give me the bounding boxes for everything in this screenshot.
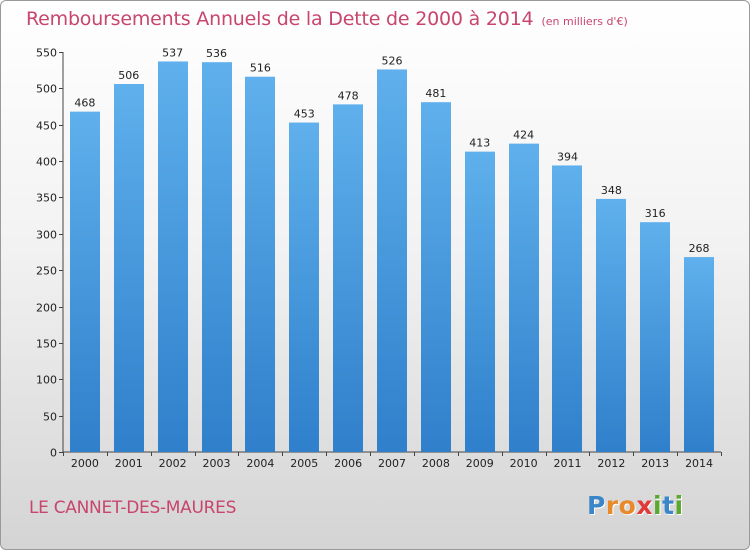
bar-value-label: 516	[250, 62, 271, 75]
bar	[509, 143, 539, 453]
y-tick-label: 0	[50, 447, 57, 460]
data-labels: 468 506 537 536 516 453 478 526 481 413 424 394 348 3…	[74, 46, 709, 255]
chart-title-row: Remboursements Annuels de la Dette de 20…	[26, 8, 628, 30]
x-tick-label: 2009	[466, 457, 494, 470]
y-tick-label: 100	[36, 374, 57, 387]
bars	[70, 61, 714, 453]
x-tick-label: 2012	[597, 457, 625, 470]
logo-letter: i	[653, 491, 663, 520]
bar	[640, 222, 670, 452]
bar-value-label: 506	[118, 69, 139, 82]
bar-value-label: 413	[469, 137, 490, 150]
bar-value-label: 536	[206, 47, 227, 60]
logo-letter: r	[605, 491, 619, 520]
logo-letter: t	[662, 491, 675, 520]
bar	[289, 122, 319, 452]
bar-value-label: 394	[557, 150, 578, 163]
x-tick-label: 2004	[246, 457, 274, 470]
bar	[377, 69, 407, 453]
bar	[421, 102, 451, 452]
y-tick-label: 350	[36, 192, 57, 205]
x-tick-label: 2007	[378, 457, 406, 470]
bar-value-label: 537	[162, 46, 183, 59]
bar-value-label: 526	[382, 54, 403, 67]
x-tick-label: 2010	[510, 457, 538, 470]
bar-value-label: 478	[338, 89, 359, 102]
y-tick-label: 150	[36, 338, 57, 351]
x-tick-label: 2014	[685, 457, 713, 470]
bar	[202, 62, 232, 452]
y-tick-label: 400	[36, 156, 57, 169]
bar	[158, 61, 188, 453]
bar-value-label: 468	[74, 97, 95, 110]
y-tick-label: 250	[36, 265, 57, 278]
y-tick-label: 300	[36, 229, 57, 242]
x-tick-label: 2006	[334, 457, 362, 470]
bar	[114, 84, 144, 452]
bar	[596, 198, 626, 452]
bar-value-label: 268	[689, 242, 710, 255]
x-tick-label: 2000	[71, 457, 99, 470]
bar	[333, 104, 363, 452]
x-tick-label: 2003	[203, 457, 231, 470]
y-tick-label: 450	[36, 120, 57, 133]
x-tick-label: 2008	[422, 457, 450, 470]
bar	[70, 111, 100, 453]
y-tick-label: 50	[43, 411, 57, 424]
commune-name: LE CANNET-DES-MAURES	[29, 498, 237, 518]
bar	[552, 165, 582, 453]
bar	[245, 76, 275, 453]
bar	[684, 257, 714, 452]
y-tick-label: 200	[36, 302, 57, 315]
logo-letter: i	[674, 491, 684, 520]
y-tick-label: 500	[36, 83, 57, 96]
x-tick-label: 2001	[115, 457, 143, 470]
bar-value-label: 453	[294, 108, 315, 121]
proxiti-logo: Proxiti	[587, 491, 684, 520]
bar-value-label: 316	[645, 207, 666, 220]
logo-letter: o	[618, 491, 637, 520]
logo-letter: P	[587, 491, 606, 520]
x-tick-label: 2002	[159, 457, 187, 470]
x-tick-label: 2013	[641, 457, 669, 470]
chart-title: Remboursements Annuels de la Dette de 20…	[26, 8, 534, 30]
bar-value-label: 348	[601, 184, 622, 197]
bar-value-label: 424	[513, 129, 534, 142]
bar-value-label: 481	[425, 87, 446, 100]
y-tick-label: 550	[36, 47, 57, 60]
chart-unit: (en milliers d'€)	[541, 15, 628, 28]
x-tick-label: 2005	[290, 457, 318, 470]
bar	[465, 151, 495, 453]
x-tick-label: 2011	[553, 457, 581, 470]
logo-letter: x	[636, 491, 653, 520]
